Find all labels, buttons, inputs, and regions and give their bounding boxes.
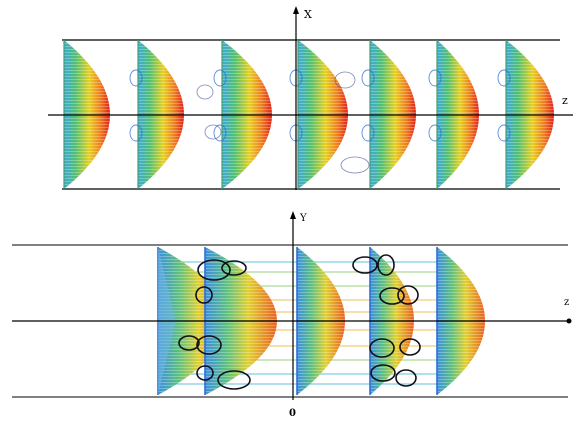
- bottom-vertical-axis-label: Y: [299, 213, 307, 224]
- top-horizontal-axis-label: z: [562, 94, 568, 107]
- bottom-vortex-loop: [217, 370, 251, 390]
- bottom-vortex-loop: [196, 365, 214, 381]
- bottom-vortex-loop: [377, 254, 395, 276]
- bottom-horizontal-axis-end-dot: [566, 318, 572, 324]
- top-vortex-loop: [428, 69, 442, 87]
- bottom-origin-label: 0: [289, 408, 296, 419]
- bottom-vortex-loop: [195, 286, 213, 304]
- bottom-vertical-axis-arrow: [290, 211, 296, 219]
- top-vortex-loop: [334, 71, 356, 89]
- bottom-vortex-loop: [379, 287, 405, 305]
- top-vortex-loop: [497, 69, 511, 87]
- top-vortex-loop: [213, 124, 227, 142]
- top-vortex-loop: [129, 124, 143, 142]
- bottom-vortex-contours: [178, 254, 421, 390]
- bottom-vortex-loop: [178, 335, 200, 351]
- bottom-vortex-loop: [352, 256, 378, 274]
- top-vortex-loop: [196, 84, 214, 100]
- bottom-horizontal-axis-label: z: [564, 297, 569, 308]
- bottom-vortex-loop: [370, 364, 396, 382]
- top-vortex-loop: [340, 156, 370, 174]
- top-vortex-loop: [129, 69, 143, 87]
- bottom-panel: Y z 0: [12, 211, 572, 419]
- top-vortex-loop: [361, 124, 375, 142]
- bottom-vortex-loop: [369, 338, 395, 358]
- top-vertical-axis-arrow: [293, 6, 299, 14]
- bottom-vortex-loop: [221, 260, 247, 276]
- bottom-vortex-loop: [196, 335, 222, 355]
- top-vertical-axis-label: X: [304, 8, 312, 21]
- top-vortex-loop: [497, 124, 511, 142]
- bottom-vortex-loop: [395, 369, 417, 387]
- bottom-vortex-loop: [197, 259, 231, 281]
- top-vortex-loop: [428, 124, 442, 142]
- top-vortex-loop: [361, 69, 375, 87]
- top-panel: X z: [48, 6, 573, 190]
- top-vortex-loop: [204, 124, 222, 140]
- top-vortex-loop: [213, 69, 227, 87]
- bottom-vortex-loop: [399, 338, 421, 356]
- bottom-vortex-loop: [397, 285, 419, 305]
